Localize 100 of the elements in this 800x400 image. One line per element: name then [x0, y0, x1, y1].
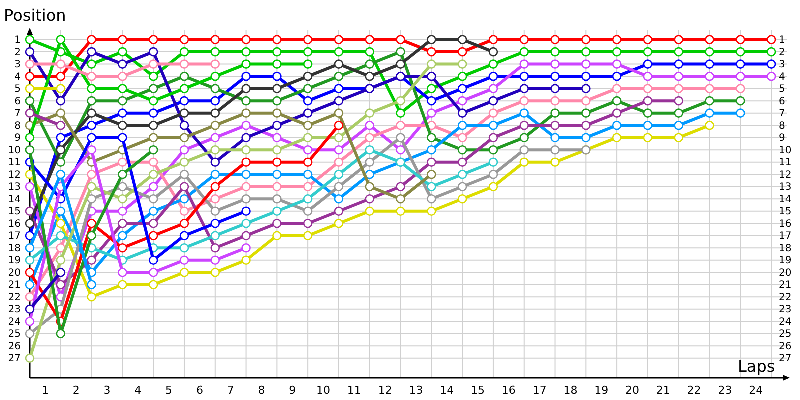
point: [705, 108, 714, 118]
point: [87, 292, 96, 302]
point: [210, 158, 220, 167]
y-tick-label: 5: [14, 84, 21, 96]
point: [242, 256, 251, 265]
point: [705, 84, 714, 94]
point: [766, 47, 776, 57]
y2-tick-label: 5: [779, 84, 786, 96]
point: [488, 145, 498, 155]
point: [148, 256, 158, 265]
point: [612, 47, 622, 57]
y-tick-label: 22: [8, 292, 21, 304]
point: [118, 206, 128, 216]
point: [180, 206, 190, 216]
point: [643, 84, 653, 94]
point: [87, 170, 96, 180]
point: [56, 72, 66, 82]
point: [210, 108, 220, 118]
point: [118, 182, 128, 192]
point: [303, 35, 313, 44]
point: [458, 120, 468, 130]
point: [427, 158, 436, 167]
point: [25, 96, 35, 106]
y-tick-label: 20: [8, 268, 21, 279]
point: [303, 47, 313, 57]
point: [736, 96, 746, 106]
y2-tick-label: 6: [779, 96, 786, 108]
point: [56, 133, 66, 142]
point: [458, 35, 468, 44]
point: [582, 84, 591, 94]
point: [427, 133, 436, 142]
point: [242, 243, 251, 253]
point: [25, 292, 35, 302]
y2-tick-label: 11: [779, 158, 792, 169]
point: [87, 194, 96, 204]
point: [736, 84, 746, 94]
point: [148, 182, 158, 192]
y-tick-label: 3: [14, 60, 21, 71]
y2-tick-label: 19: [779, 256, 792, 267]
point: [488, 60, 498, 69]
point: [180, 182, 190, 192]
y-tick-label: 12: [8, 170, 21, 181]
point: [87, 218, 96, 228]
point: [365, 133, 375, 142]
point: [272, 108, 282, 118]
point: [736, 47, 746, 57]
point: [396, 194, 406, 204]
point: [180, 158, 190, 167]
point: [705, 35, 714, 44]
point: [674, 133, 684, 142]
point: [612, 84, 622, 94]
point: [148, 60, 158, 69]
point: [427, 206, 436, 216]
point: [520, 35, 530, 44]
point: [488, 35, 498, 44]
point: [458, 133, 468, 142]
x-tick-label: 13: [409, 384, 424, 397]
point: [148, 145, 158, 155]
y2-tick-label: 9: [779, 133, 786, 144]
point: [87, 108, 96, 118]
x-tick-label: 9: [289, 384, 296, 397]
point: [303, 182, 313, 192]
point: [242, 133, 251, 142]
point: [427, 72, 436, 82]
point: [427, 170, 436, 180]
point: [210, 84, 220, 94]
y-tick-label: 21: [8, 280, 21, 292]
point: [303, 231, 313, 240]
point: [550, 72, 560, 82]
point: [272, 35, 282, 44]
y-tick-label: 10: [8, 145, 21, 156]
point: [674, 108, 684, 118]
point: [87, 256, 96, 265]
point: [303, 84, 313, 94]
point: [736, 60, 746, 69]
y-tick-label: 14: [8, 194, 21, 206]
point: [612, 72, 622, 82]
point: [766, 72, 776, 82]
point: [365, 120, 375, 130]
point: [303, 145, 313, 155]
point: [25, 218, 35, 228]
point: [674, 60, 684, 69]
point: [396, 96, 406, 106]
y-tick-label: 23: [8, 304, 21, 316]
x-tick-label: 14: [440, 384, 454, 397]
y-tick-label: 8: [14, 120, 21, 132]
point: [148, 218, 158, 228]
point: [242, 170, 251, 180]
point: [520, 108, 530, 118]
point: [365, 170, 375, 180]
point: [180, 60, 190, 69]
point: [643, 72, 653, 82]
point: [148, 170, 158, 180]
point: [272, 72, 282, 82]
x-tick-label: 18: [564, 384, 578, 397]
point: [180, 145, 190, 155]
point: [148, 194, 158, 204]
point: [458, 96, 468, 106]
point: [458, 158, 468, 167]
point: [25, 317, 35, 326]
